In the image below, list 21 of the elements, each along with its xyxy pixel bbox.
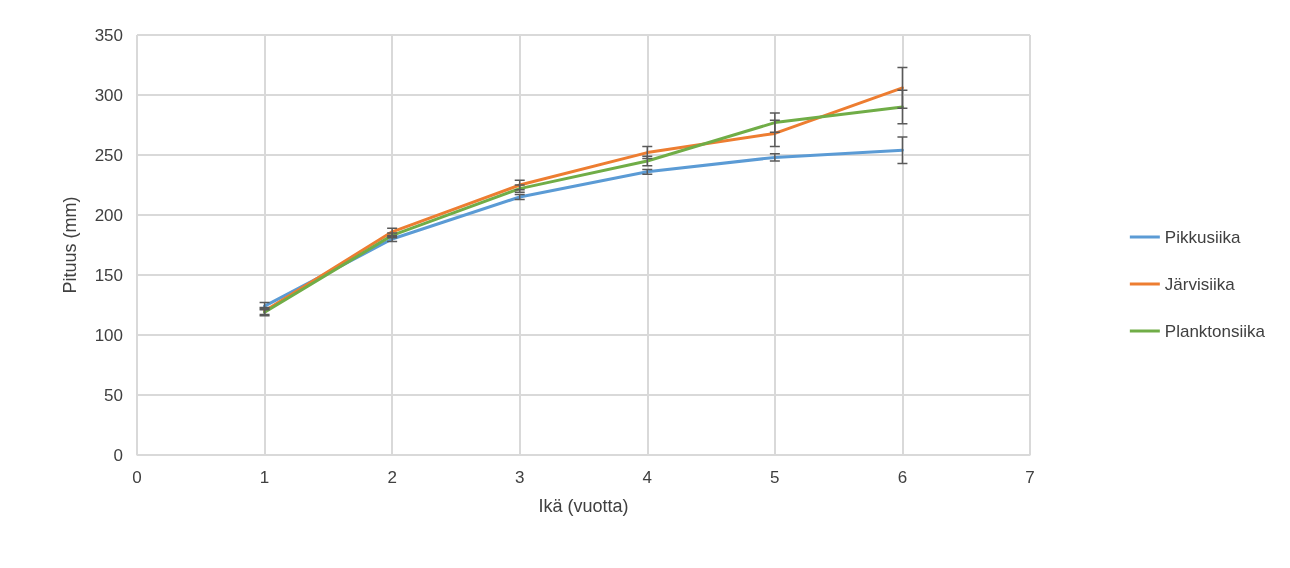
y-axis-title: Pituus (mm) — [60, 196, 80, 294]
x-tick-label: 4 — [642, 468, 653, 487]
x-axis-title: Ikä (vuotta) — [538, 496, 629, 516]
x-tick-label: 3 — [514, 468, 525, 487]
y-tick-label: 150 — [94, 265, 123, 285]
x-tick-label: 5 — [770, 468, 780, 487]
y-tick-label: 50 — [104, 385, 123, 405]
y-tick-label: 250 — [94, 145, 123, 165]
x-tick-label: 1 — [259, 468, 270, 487]
legend-label: Järvisiika — [1164, 274, 1236, 294]
x-tick-label: 0 — [132, 468, 142, 487]
y-tick-label: 350 — [94, 25, 123, 45]
y-tick-label: 0 — [113, 445, 123, 465]
legend-label: Planktonsiika — [1164, 321, 1266, 341]
y-tick-label: 100 — [94, 325, 123, 345]
y-tick-label: 200 — [94, 205, 123, 225]
y-tick-label: 300 — [94, 85, 123, 105]
x-tick-label: 7 — [1025, 468, 1035, 487]
x-tick-label: 2 — [387, 468, 397, 487]
x-tick-label: 6 — [897, 468, 908, 487]
legend-label: Pikkusiika — [1164, 227, 1241, 247]
